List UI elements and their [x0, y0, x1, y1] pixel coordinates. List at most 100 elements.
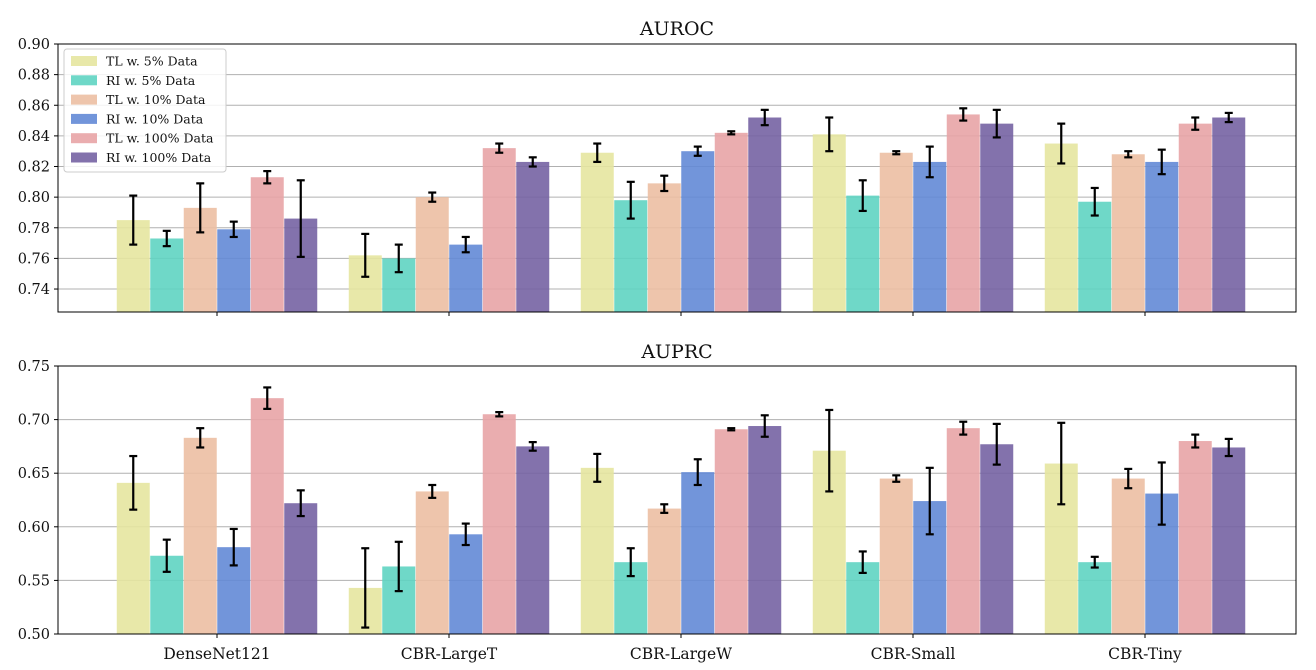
y-tick-label: 0.70: [18, 413, 50, 429]
chart-title: AUROC: [639, 18, 714, 40]
error-bar: [229, 220, 238, 239]
error-bar: [495, 142, 504, 154]
legend-frame: [63, 48, 227, 173]
legend-swatch: [71, 133, 97, 144]
y-tick-label: 0.50: [18, 627, 50, 643]
bar: [879, 478, 913, 634]
error-bar: [626, 547, 635, 578]
bar: [1078, 201, 1112, 312]
error-bar: [1124, 150, 1133, 159]
error-bar: [892, 150, 901, 156]
bar: [748, 117, 782, 312]
legend-label: TL w. 5% Data: [106, 54, 198, 69]
chart-title: AUPRC: [640, 341, 712, 363]
chart-panel-auroc: AUROC 0.74 0.76 0.78 0.80 0.82 0.84 0.86 0.88 0.9…: [18, 18, 1297, 316]
legend-label: TL w. 100% Data: [106, 131, 214, 146]
error-bar: [1191, 116, 1200, 131]
bar: [1044, 143, 1078, 312]
error-bar: [461, 235, 470, 254]
error-bar: [1157, 461, 1166, 526]
legend-label: TL w. 10% Data: [106, 92, 206, 107]
error-bar: [959, 107, 968, 122]
bar: [1178, 123, 1212, 313]
error-bar: [162, 538, 171, 573]
error-bar: [992, 108, 1001, 139]
bar: [250, 398, 284, 634]
bar: [846, 562, 880, 634]
error-bar: [196, 182, 205, 234]
error-bar: [296, 489, 305, 518]
bar: [1145, 161, 1179, 312]
bar: [516, 161, 550, 312]
x-tick-label: DenseNet121: [163, 645, 270, 663]
bar: [415, 197, 449, 312]
bar: [482, 148, 516, 312]
error-bar: [129, 454, 138, 511]
error-bar: [825, 116, 834, 153]
legend-swatch: [71, 56, 97, 66]
error-bar: [361, 547, 370, 629]
error-bar: [760, 414, 769, 438]
error-bar: [129, 194, 138, 246]
bar: [879, 152, 913, 312]
bar: [449, 244, 483, 312]
bar: [714, 132, 748, 312]
bar: [748, 426, 782, 634]
y-tick-label: 0.78: [18, 221, 50, 237]
legend-swatch: [71, 94, 97, 105]
error-bar: [660, 174, 669, 193]
y-tick-label: 0.60: [18, 520, 50, 536]
y-tick-label: 0.76: [18, 251, 50, 267]
error-bar: [1057, 421, 1066, 506]
bar: [1111, 478, 1145, 634]
bar: [647, 508, 681, 634]
error-bar: [196, 427, 205, 449]
y-tick-label: 0.90: [18, 37, 50, 53]
y-tick-label: 0.75: [18, 359, 50, 375]
error-bar: [825, 408, 834, 493]
error-bar: [760, 108, 769, 127]
x-tick-label: CBR-Tiny: [1108, 645, 1182, 663]
bar: [714, 429, 748, 634]
legend-label: RI w. 100% Data: [106, 150, 212, 165]
plot-frame: [57, 365, 1297, 635]
bar: [1078, 562, 1112, 634]
error-bar: [959, 420, 968, 436]
y-tick-label: 0.74: [18, 282, 50, 298]
bar: [1212, 447, 1246, 634]
legend: TL w. 5% Data RI w. 5% Data TL w. 10% Data…: [63, 48, 227, 173]
error-bar: [1090, 186, 1099, 217]
y-tick-label: 0.55: [18, 573, 50, 589]
error-bar: [892, 474, 901, 483]
legend-swatch: [71, 113, 97, 124]
bar: [946, 428, 980, 634]
error-bar: [1090, 555, 1099, 569]
bar: [217, 229, 251, 312]
bar: [980, 123, 1014, 313]
error-bar: [593, 142, 602, 164]
error-bar: [428, 191, 437, 203]
y-tick-label: 0.80: [18, 190, 50, 206]
legend-swatch: [71, 75, 97, 86]
bar: [1111, 154, 1145, 312]
bar: [913, 161, 947, 312]
y-tick-label: 0.88: [18, 68, 50, 84]
bar: [449, 534, 483, 634]
x-tick-label: CBR-LargeW: [630, 645, 732, 663]
error-bar: [727, 427, 736, 432]
bar: [846, 195, 880, 312]
bar: [516, 446, 550, 634]
error-bar: [858, 550, 867, 574]
error-bar: [162, 229, 171, 248]
error-bar: [428, 483, 437, 499]
error-bar: [660, 503, 669, 514]
bar: [1178, 441, 1212, 634]
bar: [647, 183, 681, 312]
legend-label: RI w. 5% Data: [106, 73, 196, 88]
y-tick-label: 0.65: [18, 466, 50, 482]
bar: [812, 134, 846, 312]
error-bar: [263, 170, 272, 185]
error-bar: [593, 452, 602, 483]
bar: [681, 151, 715, 312]
error-bar: [1157, 148, 1166, 176]
